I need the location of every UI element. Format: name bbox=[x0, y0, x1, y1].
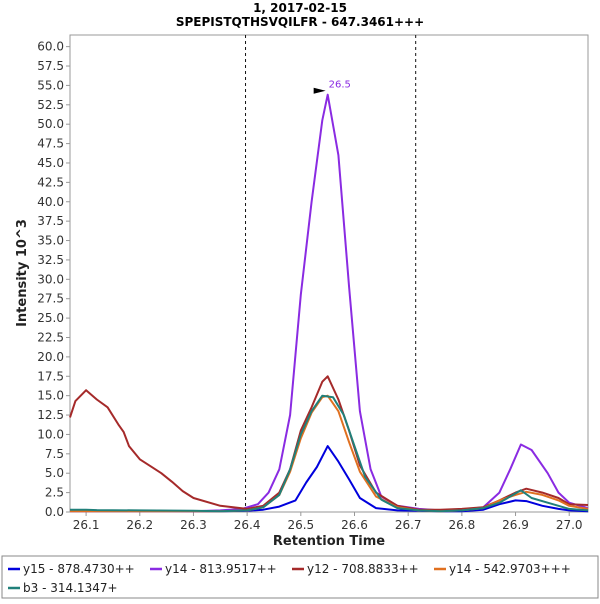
peak-annotation-layer: 26.5 bbox=[313, 80, 351, 94]
y-tick-label: 20.0 bbox=[37, 350, 64, 364]
legend-item: b3 - 314.1347+ bbox=[23, 581, 118, 595]
x-tick-label: 26.3 bbox=[180, 518, 207, 532]
y-tick-label: 47.5 bbox=[37, 137, 64, 151]
x-axis: 26.1 26.2 26.3 26.4 26.5 26.6 26.7 26.8 26.9 27.0 bbox=[70, 511, 588, 532]
y-tick-label: 37.5 bbox=[37, 214, 64, 228]
legend-item: y14 - 542.9703+++ bbox=[449, 562, 571, 576]
y-tick-label: 7.5 bbox=[45, 447, 64, 461]
y-tick-label: 17.5 bbox=[37, 369, 64, 383]
y-tick-label: 57.5 bbox=[37, 59, 64, 73]
chart-title: 1, 2017-02-15 bbox=[253, 1, 347, 15]
y-tick-label: 12.5 bbox=[37, 408, 64, 422]
y-axis-title: Intensity 10^3 bbox=[15, 219, 30, 327]
x-tick-label: 26.5 bbox=[287, 518, 314, 532]
y-tick-label: 27.5 bbox=[37, 292, 64, 306]
y-tick-label: 2.5 bbox=[45, 486, 64, 500]
y-tick-label: 22.5 bbox=[37, 330, 64, 344]
series-layer bbox=[69, 93, 589, 513]
y-tick-label: 32.5 bbox=[37, 253, 64, 267]
plot-area bbox=[69, 34, 589, 513]
x-tick-label: 26.9 bbox=[502, 518, 529, 532]
y-tick-label: 52.5 bbox=[37, 98, 64, 112]
y-tick-label: 45.0 bbox=[37, 156, 64, 170]
x-tick-label: 26.6 bbox=[341, 518, 368, 532]
x-tick-label: 27.0 bbox=[556, 518, 583, 532]
y-tick-label: 42.5 bbox=[37, 175, 64, 189]
legend-item: y12 - 708.8833++ bbox=[307, 562, 419, 576]
legend: y15 - 878.4730++ y14 - 813.9517++ y12 - 70… bbox=[1, 555, 599, 599]
x-tick-label: 26.2 bbox=[126, 518, 153, 532]
y-tick-label: 15.0 bbox=[37, 389, 64, 403]
x-tick-label: 26.7 bbox=[395, 518, 422, 532]
y-tick-label: 35.0 bbox=[37, 234, 64, 248]
legend-item: y14 - 813.9517++ bbox=[165, 562, 277, 576]
peak-marker-arrow bbox=[313, 87, 326, 94]
y-tick-label: 25.0 bbox=[37, 311, 64, 325]
chart-subtitle: SPEPISTQTHSVQILFR - 647.3461+++ bbox=[176, 15, 424, 29]
y-tick-label: 55.0 bbox=[37, 78, 64, 92]
plot-border bbox=[69, 34, 589, 513]
x-tick-label: 26.4 bbox=[234, 518, 261, 532]
x-tick-label: 26.8 bbox=[448, 518, 475, 532]
series-line-5 bbox=[70, 394, 589, 513]
y-tick-label: 5.0 bbox=[45, 466, 64, 480]
x-axis-title: Retention Time bbox=[273, 534, 385, 549]
x-tick-label: 26.1 bbox=[73, 518, 100, 532]
peak-label: 26.5 bbox=[329, 80, 351, 91]
y-tick-label: 30.0 bbox=[37, 272, 64, 286]
y-tick-label: 40.0 bbox=[37, 195, 64, 209]
y-tick-label: 10.0 bbox=[37, 427, 64, 441]
y-tick-label: 0.0 bbox=[45, 505, 64, 519]
legend-box bbox=[1, 555, 599, 599]
y-axis: 0.0 2.5 5.0 7.5 10.0 12.5 15.0 17.5 20.0 22.5 25.0… bbox=[37, 35, 71, 519]
y-tick-label: 50.0 bbox=[37, 117, 64, 131]
y-tick-label: 60.0 bbox=[37, 40, 64, 54]
integration-boundaries bbox=[245, 35, 417, 512]
legend-item: y15 - 878.4730++ bbox=[23, 562, 135, 576]
